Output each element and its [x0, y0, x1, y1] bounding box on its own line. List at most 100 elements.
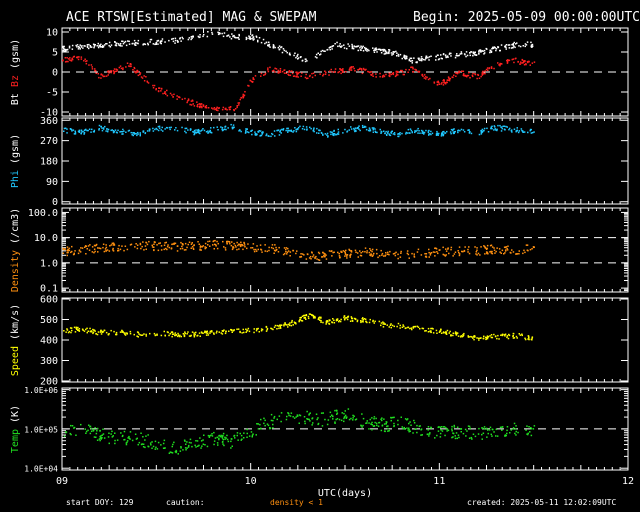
data-point — [467, 129, 469, 131]
data-point — [444, 434, 446, 437]
data-point — [144, 439, 146, 441]
data-point — [312, 72, 315, 74]
data-point — [317, 251, 320, 254]
data-point — [301, 72, 303, 74]
data-point — [234, 36, 237, 39]
data-point — [284, 322, 286, 324]
data-point — [278, 327, 280, 330]
data-point — [428, 433, 431, 435]
data-point — [142, 436, 144, 438]
data-point — [128, 435, 130, 438]
series-speed — [63, 313, 534, 341]
data-point — [530, 44, 533, 46]
data-point — [454, 332, 457, 335]
data-point — [458, 54, 460, 57]
data-point — [98, 128, 100, 130]
data-point — [105, 246, 108, 249]
data-point — [356, 320, 359, 323]
data-point — [155, 43, 157, 45]
data-point — [287, 129, 289, 132]
data-point — [305, 318, 307, 320]
data-point — [280, 324, 283, 326]
data-point — [237, 244, 239, 247]
data-point — [487, 69, 489, 71]
data-point — [216, 330, 218, 333]
data-point — [439, 432, 442, 435]
y-tick-label: 180 — [40, 157, 58, 168]
data-point — [460, 128, 463, 131]
data-point — [224, 247, 227, 249]
data-point — [279, 71, 282, 73]
data-point — [501, 429, 503, 431]
data-point — [128, 129, 131, 132]
data-point — [86, 248, 88, 250]
data-point — [63, 435, 66, 437]
data-point — [265, 325, 268, 328]
data-point — [83, 133, 85, 135]
data-point — [367, 48, 369, 51]
data-point — [508, 334, 511, 337]
data-point — [216, 247, 219, 250]
data-point — [363, 68, 365, 71]
data-point — [288, 53, 291, 56]
data-point — [224, 436, 226, 439]
data-point — [297, 53, 299, 56]
created-time: created: 2025-05-11 12:02:09UTC — [467, 498, 617, 507]
data-point — [445, 333, 448, 335]
data-point — [83, 129, 86, 131]
data-point — [510, 429, 512, 431]
data-point — [370, 71, 373, 73]
data-point — [421, 327, 423, 330]
data-point — [83, 330, 86, 332]
data-point — [171, 243, 173, 246]
data-point — [451, 430, 453, 432]
data-point — [499, 64, 501, 67]
data-point — [99, 435, 101, 438]
data-point — [476, 77, 478, 80]
data-point — [139, 133, 141, 136]
data-point — [168, 39, 170, 42]
data-point — [463, 73, 465, 75]
data-point — [381, 76, 384, 78]
data-point — [356, 45, 359, 48]
data-point — [196, 131, 198, 134]
data-point — [257, 131, 260, 133]
data-point — [427, 131, 430, 134]
data-point — [122, 40, 124, 43]
y-tick-label: 0 — [52, 197, 58, 208]
data-point — [436, 83, 439, 86]
data-point — [308, 413, 311, 415]
data-point — [450, 128, 453, 131]
data-point — [412, 71, 414, 73]
data-point — [474, 73, 477, 76]
data-point — [100, 437, 103, 439]
data-point — [145, 76, 147, 78]
data-point — [388, 133, 390, 135]
data-point — [490, 126, 492, 128]
data-point — [355, 418, 358, 420]
data-point — [416, 431, 418, 434]
data-point — [149, 38, 152, 41]
data-point — [230, 38, 233, 40]
data-point — [145, 333, 147, 336]
data-point — [416, 424, 418, 427]
data-point — [401, 132, 403, 135]
data-point — [174, 42, 176, 44]
data-point — [120, 67, 123, 70]
data-point — [79, 251, 82, 253]
data-point — [342, 68, 344, 70]
data-point — [98, 129, 100, 131]
data-point — [86, 45, 89, 48]
data-point — [334, 68, 337, 70]
data-point — [463, 249, 466, 252]
data-point — [506, 335, 509, 337]
data-point — [252, 243, 255, 245]
data-point — [315, 413, 318, 415]
data-point — [497, 62, 499, 64]
data-point — [203, 434, 205, 436]
data-point — [213, 443, 215, 446]
data-point — [87, 245, 90, 247]
data-point — [272, 419, 274, 422]
data-point — [276, 324, 279, 327]
data-point — [531, 45, 534, 47]
